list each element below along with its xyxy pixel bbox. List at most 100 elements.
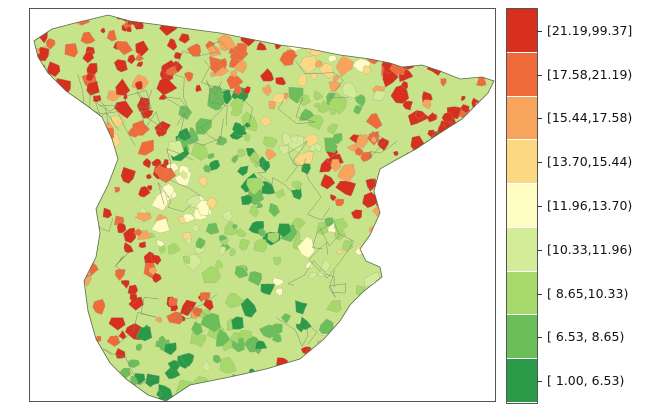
municipality-patch <box>492 189 494 198</box>
municipality-patch <box>34 118 42 132</box>
municipality-patch <box>86 80 100 96</box>
municipality-patch <box>456 30 465 39</box>
municipality-patch <box>74 333 79 342</box>
municipality-patch <box>58 291 74 311</box>
municipality-patch <box>345 25 356 34</box>
municipality-patch <box>163 15 175 24</box>
municipality-patch <box>326 41 336 54</box>
municipality-patch <box>476 346 494 360</box>
municipality-patch <box>232 224 238 230</box>
municipality-patch <box>219 356 237 374</box>
municipality-patch <box>485 301 494 313</box>
municipality-patch <box>396 318 408 328</box>
municipality-patch <box>487 273 494 287</box>
municipality-patch <box>487 273 494 287</box>
municipality-patch <box>51 166 68 180</box>
municipality-patch <box>433 191 442 196</box>
municipality-patch <box>128 385 136 392</box>
municipality-patch <box>354 15 369 32</box>
municipality-patch <box>327 123 338 135</box>
municipality-patch <box>409 195 418 202</box>
legend-swatch <box>507 359 537 403</box>
municipality-patch <box>156 390 162 398</box>
municipality-patch <box>417 199 428 211</box>
municipality-patch <box>441 384 457 399</box>
municipality-patch <box>47 61 61 77</box>
municipality-patch <box>47 214 63 227</box>
municipality-patch <box>58 291 74 311</box>
municipality-patch <box>80 31 96 44</box>
municipality-patch <box>483 332 494 341</box>
municipality-patch <box>38 195 51 210</box>
municipality-patch <box>481 172 491 182</box>
municipality-patch <box>57 215 67 224</box>
municipality-patch <box>460 386 468 394</box>
municipality-patch <box>347 20 360 32</box>
municipality-patch <box>120 166 136 184</box>
municipality-patch <box>425 300 441 317</box>
province-border <box>295 60 349 99</box>
municipality-patch <box>59 198 73 213</box>
municipality-patch <box>165 65 178 76</box>
municipality-patch <box>65 179 86 198</box>
municipality-patch <box>37 140 53 154</box>
municipality-patch <box>41 123 58 138</box>
municipality-patch <box>444 254 457 267</box>
municipality-patch <box>444 160 465 177</box>
municipality-patch <box>272 333 282 343</box>
municipality-patch <box>308 114 324 130</box>
municipality-patch <box>453 239 469 254</box>
municipality-patch <box>452 341 464 350</box>
municipality-patch <box>431 362 444 373</box>
municipality-patch <box>35 154 49 171</box>
municipality-patch <box>439 185 455 200</box>
municipality-patch <box>206 196 217 210</box>
municipality-patch <box>429 325 445 340</box>
municipality-patch <box>464 168 473 176</box>
municipality-patch <box>391 370 397 376</box>
municipality-patch <box>75 199 85 210</box>
municipality-patch <box>34 145 41 152</box>
municipality-patch <box>40 119 57 138</box>
municipality-patch <box>398 301 407 309</box>
municipality-patch <box>58 184 70 198</box>
municipality-patch <box>212 354 222 364</box>
municipality-patch <box>62 390 79 401</box>
municipality-patch <box>432 234 439 242</box>
municipality-patch <box>180 352 195 367</box>
municipality-patch <box>427 46 443 63</box>
municipality-patch <box>135 343 142 352</box>
municipality-patch <box>163 342 177 356</box>
municipality-patch <box>217 58 227 70</box>
municipality-patch <box>100 27 106 34</box>
province-border <box>393 344 420 369</box>
municipality-patch <box>405 362 424 381</box>
municipality-patch <box>123 227 137 244</box>
municipality-patch <box>431 15 443 26</box>
municipality-patch <box>127 54 136 65</box>
municipality-patch <box>270 388 282 399</box>
municipality-patch <box>441 319 458 334</box>
municipality-patch <box>354 15 369 32</box>
province-border <box>252 158 299 199</box>
municipality-patch <box>370 15 388 28</box>
municipality-patch <box>34 63 47 74</box>
municipality-patch <box>415 373 427 385</box>
municipality-patch <box>70 324 76 330</box>
municipality-patch <box>151 190 169 211</box>
province-border <box>95 101 120 131</box>
municipality-patch <box>429 137 441 148</box>
municipality-patch <box>478 216 486 226</box>
municipality-patch <box>63 138 70 146</box>
municipality-patch <box>272 277 284 287</box>
municipality-patch <box>177 15 200 22</box>
municipality-patch <box>154 165 168 179</box>
municipality-patch <box>395 231 406 240</box>
municipality-patch <box>458 173 474 184</box>
municipality-patch <box>457 347 475 364</box>
municipality-patch <box>34 18 48 35</box>
municipality-patch <box>432 234 439 242</box>
municipality-patch <box>416 292 427 304</box>
municipality-patch <box>66 319 79 333</box>
municipality-patch <box>80 118 89 125</box>
